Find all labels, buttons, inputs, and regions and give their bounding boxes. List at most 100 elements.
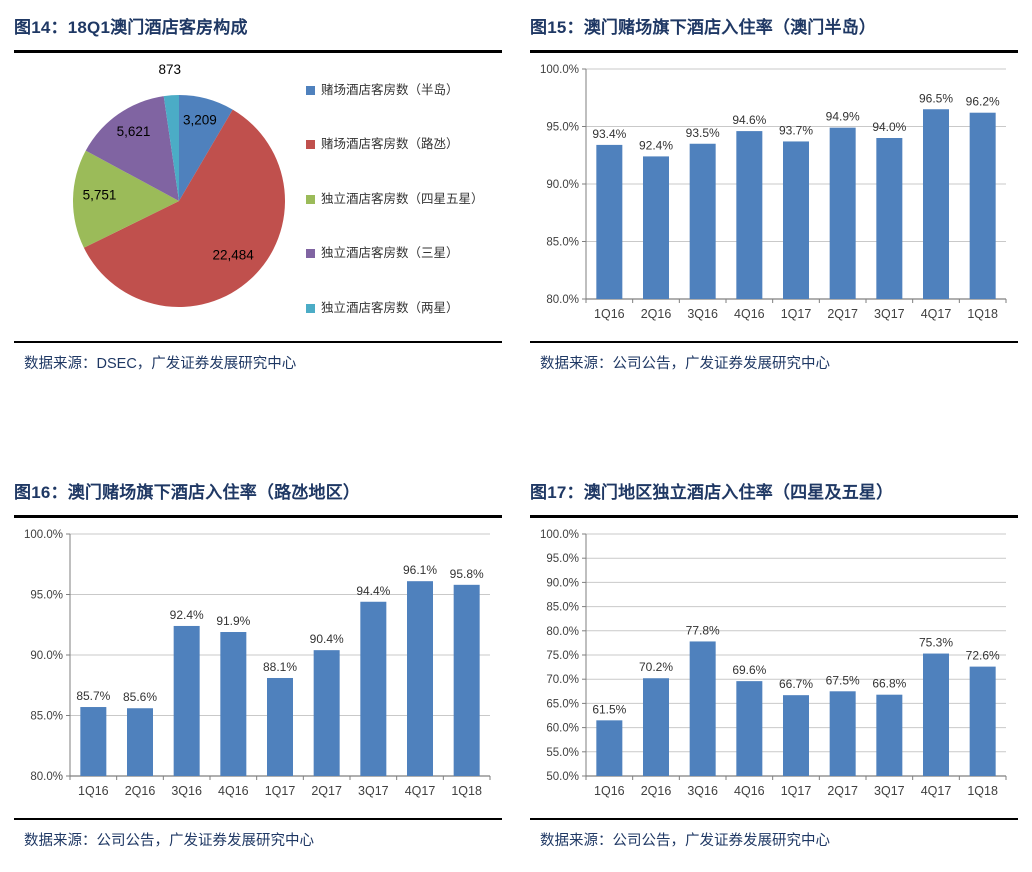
pie-legend: 赌场酒店客房数（半岛） 赌场酒店客房数（路氹） 独立酒店客房数（四星五星） 独立酒店客… <box>306 83 484 315</box>
svg-text:75.0%: 75.0% <box>546 650 579 662</box>
svg-text:66.8%: 66.8% <box>872 677 906 691</box>
figure-panel-15: 图15：澳门赌场旗下酒店入住率（澳门半岛） 80.0% 85.0% 90.0% 95.… <box>516 0 1032 373</box>
svg-text:3Q17: 3Q17 <box>874 784 905 798</box>
svg-text:2Q17: 2Q17 <box>827 307 858 321</box>
svg-text:96.1%: 96.1% <box>403 563 437 577</box>
svg-text:96.2%: 96.2% <box>966 95 1000 109</box>
legend-item-2: 独立酒店客房数（四星五星） <box>306 192 484 206</box>
source-divider <box>14 341 502 343</box>
svg-text:69.6%: 69.6% <box>732 663 766 677</box>
svg-text:80.0%: 80.0% <box>546 626 579 638</box>
bar-chart-canvas: 80.0% 85.0% 90.0% 95.0% 100.0% 93.4% 1Q16 92.4%… <box>540 64 1007 321</box>
svg-text:2Q16: 2Q16 <box>641 784 672 798</box>
svg-text:1Q17: 1Q17 <box>781 307 812 321</box>
svg-text:96.5%: 96.5% <box>919 91 953 105</box>
svg-text:91.9%: 91.9% <box>216 614 250 628</box>
bar-3Q17 <box>360 601 387 776</box>
svg-text:95.0%: 95.0% <box>546 553 579 565</box>
bar-2Q17 <box>313 650 340 776</box>
svg-text:1Q17: 1Q17 <box>781 784 812 798</box>
figure-panel-16: 图16：澳门赌场旗下酒店入住率（路氹地区） 80.0% 85.0% 90.0% 95.… <box>0 465 516 850</box>
svg-text:80.0%: 80.0% <box>30 771 63 783</box>
bar-1Q17 <box>783 141 809 299</box>
svg-text:55.0%: 55.0% <box>546 747 579 759</box>
svg-text:93.7%: 93.7% <box>779 123 813 137</box>
svg-text:90.4%: 90.4% <box>310 632 344 646</box>
svg-text:85.0%: 85.0% <box>30 711 63 723</box>
source-divider <box>530 341 1018 343</box>
svg-text:4Q17: 4Q17 <box>405 784 436 798</box>
bar-1Q18 <box>969 112 996 299</box>
svg-text:94.0%: 94.0% <box>872 120 906 134</box>
figure-source: 数据来源：公司公告，广发证券发展研究中心 <box>540 833 830 849</box>
bar-4Q17 <box>407 581 433 776</box>
pie-slice-4 <box>163 95 179 201</box>
svg-text:2Q16: 2Q16 <box>125 784 156 798</box>
svg-text:72.6%: 72.6% <box>966 649 1000 663</box>
svg-text:2Q16: 2Q16 <box>641 307 672 321</box>
figure-title: 图17：澳门地区独立酒店入住率（四星及五星） <box>530 483 894 502</box>
svg-text:3Q16: 3Q16 <box>171 784 202 798</box>
svg-text:5,621: 5,621 <box>117 124 151 139</box>
svg-text:2Q17: 2Q17 <box>311 784 342 798</box>
legend-swatch-icon <box>306 249 315 259</box>
svg-text:75.3%: 75.3% <box>919 636 953 650</box>
svg-text:90.0%: 90.0% <box>546 179 579 191</box>
svg-text:4Q16: 4Q16 <box>734 784 765 798</box>
svg-text:3,209: 3,209 <box>183 112 217 127</box>
svg-text:1Q18: 1Q18 <box>451 784 482 798</box>
svg-text:88.1%: 88.1% <box>263 660 297 674</box>
svg-text:4Q16: 4Q16 <box>218 784 249 798</box>
legend-item-4: 独立酒店客房数（两星） <box>306 301 484 315</box>
svg-text:94.4%: 94.4% <box>356 584 390 598</box>
bar-2Q16 <box>127 708 153 776</box>
svg-text:67.5%: 67.5% <box>826 673 860 687</box>
svg-text:4Q17: 4Q17 <box>921 784 952 798</box>
figure-source: 数据来源：公司公告，广发证券发展研究中心 <box>540 356 830 372</box>
source-divider <box>530 818 1018 820</box>
bar-1Q16 <box>596 720 623 776</box>
svg-text:61.5%: 61.5% <box>592 702 626 716</box>
legend-swatch-icon <box>306 140 315 150</box>
bar-2Q16 <box>643 678 669 776</box>
svg-text:95.8%: 95.8% <box>450 567 484 581</box>
bar-3Q17 <box>876 138 903 299</box>
bar-4Q17 <box>923 109 949 299</box>
bar-chart: 80.0% 85.0% 90.0% 95.0% 100.0% 93.4% 1Q16 92.4%… <box>530 53 1018 341</box>
svg-text:2Q17: 2Q17 <box>827 784 858 798</box>
legend-swatch-icon <box>306 194 315 204</box>
svg-text:4Q17: 4Q17 <box>921 307 952 321</box>
bar-3Q16 <box>173 625 200 776</box>
svg-text:100.0%: 100.0% <box>24 529 63 541</box>
legend-label: 赌场酒店客房数（半岛） <box>321 83 459 97</box>
svg-text:3Q16: 3Q16 <box>687 784 718 798</box>
svg-text:85.0%: 85.0% <box>546 237 579 249</box>
svg-text:4Q16: 4Q16 <box>734 307 765 321</box>
svg-text:3Q17: 3Q17 <box>358 784 389 798</box>
legend-label: 独立酒店客房数（三星） <box>321 246 459 261</box>
svg-text:85.0%: 85.0% <box>546 602 579 614</box>
svg-text:90.0%: 90.0% <box>546 577 579 589</box>
bar-2Q17 <box>829 127 856 300</box>
figure-source: 数据来源：公司公告，广发证券发展研究中心 <box>24 833 314 849</box>
legend-item-0: 赌场酒店客房数（半岛） <box>306 83 484 97</box>
svg-text:100.0%: 100.0% <box>540 64 579 76</box>
svg-text:90.0%: 90.0% <box>30 650 63 662</box>
svg-text:93.5%: 93.5% <box>686 126 720 140</box>
bar-chart: 50.0% 55.0% 60.0% 65.0% 70.0% 75.0% 80.0% 85.0%… <box>530 518 1018 818</box>
bar-4Q16 <box>220 632 247 776</box>
legend-item-3: 独立酒店客房数（三星） <box>306 246 484 260</box>
bar-2Q16 <box>643 156 669 299</box>
svg-text:85.7%: 85.7% <box>76 689 110 703</box>
bar-4Q16 <box>736 681 763 776</box>
svg-text:1Q16: 1Q16 <box>78 784 109 798</box>
legend-label: 独立酒店客房数（两星） <box>321 300 459 315</box>
title-divider <box>530 50 1018 53</box>
legend-label: 独立酒店客房数（四星五星） <box>321 191 484 206</box>
title-divider <box>14 515 502 518</box>
svg-text:50.0%: 50.0% <box>546 771 579 783</box>
bar-1Q18 <box>453 584 480 776</box>
svg-text:85.6%: 85.6% <box>123 690 157 704</box>
svg-text:95.0%: 95.0% <box>546 122 579 134</box>
svg-text:22,484: 22,484 <box>212 247 254 262</box>
